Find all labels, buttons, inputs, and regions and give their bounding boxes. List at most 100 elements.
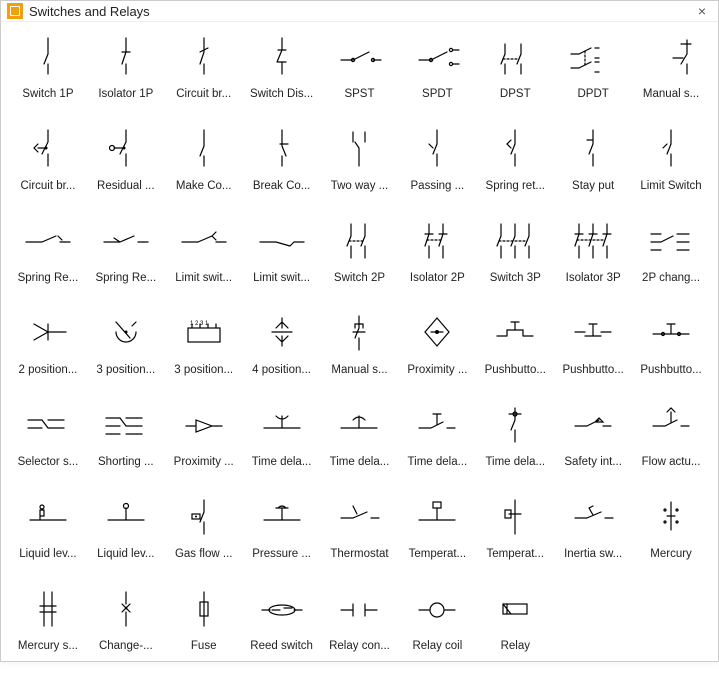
symbol-break-contact[interactable]: Break Co... [243,120,321,208]
symbol-label: Isolator 1P [91,88,161,100]
symbol-label: Isolator 2P [402,272,472,284]
liquid-level-2-icon [98,490,154,542]
symbol-label: Liquid lev... [13,548,83,560]
symbol-label: Limit swit... [169,272,239,284]
symbol-switch-3p[interactable]: Switch 3P [476,212,554,300]
symbol-selector[interactable]: Selector s... [9,396,87,484]
two-way-icon [331,122,387,174]
symbol-manual-switch[interactable]: Manual s... [632,28,710,116]
symbol-label: Gas flow ... [169,548,239,560]
symbol-pos-3[interactable]: 3 position... [87,304,165,392]
pushbutton-3-icon [643,306,699,358]
symbol-fuse[interactable]: Fuse [165,580,243,668]
symbol-label: Mercury s... [13,640,83,652]
symbol-isolator-1p[interactable]: Isolator 1P [87,28,165,116]
svg-text:1 2 3 1: 1 2 3 1 [190,321,209,327]
symbol-dpdt[interactable]: DPDT [554,28,632,116]
symbol-isolator-3p[interactable]: Isolator 3P [554,212,632,300]
symbol-limit-switch[interactable]: Limit Switch [632,120,710,208]
symbol-switch-2p[interactable]: Switch 2P [321,212,399,300]
mercury-switch-icon [20,582,76,634]
symbol-circuit-breaker-2[interactable]: Circuit br... [9,120,87,208]
switch-3p-icon [487,214,543,266]
symbol-time-delay-4[interactable]: Time dela... [476,396,554,484]
symbol-label: Spring ret... [480,180,550,192]
symbol-label: Limit Switch [636,180,706,192]
symbol-pressure[interactable]: Pressure ... [243,488,321,576]
symbol-residual[interactable]: Residual ... [87,120,165,208]
symbol-label: 3 position... [91,364,161,376]
symbol-dpst[interactable]: DPST [476,28,554,116]
symbol-time-delay-2[interactable]: Time dela... [321,396,399,484]
symbol-gas-flow[interactable]: Gas flow ... [165,488,243,576]
symbol-switch-disconnector[interactable]: Switch Dis... [243,28,321,116]
titlebar: Switches and Relays × [1,1,718,22]
symbol-temperature-1[interactable]: Temperat... [398,488,476,576]
limit-switch-2-icon [176,214,232,266]
symbol-time-delay-1[interactable]: Time dela... [243,396,321,484]
symbol-reed-switch[interactable]: Reed switch [243,580,321,668]
switch-disconnector-icon [254,30,310,82]
symbol-pushbutton-3[interactable]: Pushbutto... [632,304,710,392]
dpst-icon [487,30,543,82]
symbol-passing[interactable]: Passing ... [398,120,476,208]
symbol-limit-switch-2[interactable]: Limit swit... [165,212,243,300]
symbol-thermostat[interactable]: Thermostat [321,488,399,576]
symbol-flow-actuated[interactable]: Flow actu... [632,396,710,484]
spring-return-2-icon [20,214,76,266]
symbol-manual-switch-2[interactable]: Manual s... [321,304,399,392]
symbol-liquid-level-2[interactable]: Liquid lev... [87,488,165,576]
fuse-icon [176,582,232,634]
spring-return-icon [487,122,543,174]
symbol-circuit-breaker-1[interactable]: Circuit br... [165,28,243,116]
symbol-label: Mercury [636,548,706,560]
symbol-switch-1p[interactable]: Switch 1P [9,28,87,116]
symbol-label: Spring Re... [91,272,161,284]
symbol-spring-return-3[interactable]: Spring Re... [87,212,165,300]
symbol-pos-3b[interactable]: 1 2 3 13 position... [165,304,243,392]
symbol-changeover[interactable]: Change-... [87,580,165,668]
symbol-liquid-level-1[interactable]: Liquid lev... [9,488,87,576]
gas-flow-icon [176,490,232,542]
symbol-spdt[interactable]: SPDT [398,28,476,116]
symbol-isolator-2p[interactable]: Isolator 2P [398,212,476,300]
symbol-label: DPST [480,88,550,100]
close-button[interactable]: × [692,1,712,21]
symbol-relay[interactable]: Relay [476,580,554,668]
symbol-label: Time dela... [480,456,550,468]
symbol-temperature-2[interactable]: Temperat... [476,488,554,576]
symbol-label: Make Co... [169,180,239,192]
symbol-make-contact[interactable]: Make Co... [165,120,243,208]
relay-coil-icon [409,582,465,634]
symbol-mercury-switch[interactable]: Mercury s... [9,580,87,668]
symbol-two-way[interactable]: Two way ... [321,120,399,208]
symbol-proximity-2[interactable]: Proximity ... [165,396,243,484]
time-delay-2-icon [331,398,387,450]
proximity-2-icon [176,398,232,450]
pos-3b-icon: 1 2 3 1 [176,306,232,358]
symbol-relay-contact[interactable]: Relay con... [321,580,399,668]
symbol-changeover-2p[interactable]: 2P chang... [632,212,710,300]
symbol-grid: Switch 1PIsolator 1PCircuit br...Switch … [1,22,718,678]
symbol-relay-coil[interactable]: Relay coil [398,580,476,668]
symbol-mercury[interactable]: Mercury [632,488,710,576]
symbol-pos-4[interactable]: 4 position... [243,304,321,392]
symbol-limit-switch-3[interactable]: Limit swit... [243,212,321,300]
symbol-stay-put[interactable]: Stay put [554,120,632,208]
symbol-pushbutton-2[interactable]: Pushbutto... [554,304,632,392]
symbol-proximity[interactable]: Proximity ... [398,304,476,392]
symbol-time-delay-3[interactable]: Time dela... [398,396,476,484]
symbol-pos-2[interactable]: 2 position... [9,304,87,392]
selector-icon [20,398,76,450]
liquid-level-1-icon [20,490,76,542]
symbol-spring-return[interactable]: Spring ret... [476,120,554,208]
symbol-shorting[interactable]: Shorting ... [87,396,165,484]
symbol-pushbutton-1[interactable]: Pushbutto... [476,304,554,392]
symbol-label: Time dela... [247,456,317,468]
symbol-spst[interactable]: SPST [321,28,399,116]
symbol-inertia[interactable]: Inertia sw... [554,488,632,576]
symbol-spring-return-2[interactable]: Spring Re... [9,212,87,300]
proximity-icon [409,306,465,358]
symbol-label: Break Co... [247,180,317,192]
symbol-safety-interlock[interactable]: Safety int... [554,396,632,484]
